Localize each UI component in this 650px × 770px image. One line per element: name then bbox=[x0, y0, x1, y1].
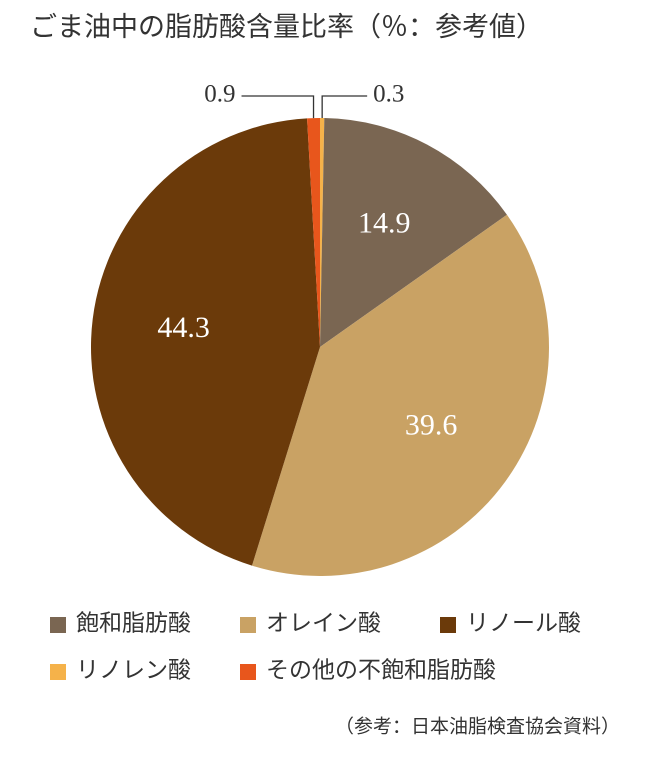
pie-slice bbox=[320, 118, 325, 347]
data-label: 44.3 bbox=[157, 311, 210, 344]
legend-label: 飽和脂肪酸 bbox=[76, 610, 191, 635]
legend-label: リノール酸 bbox=[466, 610, 581, 635]
legend-label: オレイン酸 bbox=[266, 610, 381, 635]
leader-line bbox=[321, 95, 368, 119]
data-label: 14.9 bbox=[358, 206, 411, 239]
pie-slice bbox=[320, 118, 507, 347]
source-note: （参考：日本油脂検査協会資料） bbox=[335, 715, 620, 737]
leader-line bbox=[241, 95, 315, 119]
data-label: 0.9 bbox=[204, 81, 235, 108]
legend-label: その他の不飽和脂肪酸 bbox=[266, 657, 496, 682]
legend-swatch bbox=[50, 664, 66, 680]
legend-swatch bbox=[240, 617, 256, 633]
data-label: 39.6 bbox=[405, 409, 458, 442]
pie-slice bbox=[90, 118, 320, 566]
data-label: 0.3 bbox=[373, 81, 404, 108]
pie-slice bbox=[307, 118, 320, 347]
legend-swatch bbox=[240, 664, 256, 680]
legend-swatch bbox=[440, 617, 456, 633]
legend-swatch bbox=[50, 617, 66, 633]
chart-title: ごま油中の脂肪酸含量比率（％：参考値） bbox=[30, 12, 543, 42]
pie-slice bbox=[251, 214, 549, 577]
legend-label: リノレン酸 bbox=[76, 657, 191, 682]
